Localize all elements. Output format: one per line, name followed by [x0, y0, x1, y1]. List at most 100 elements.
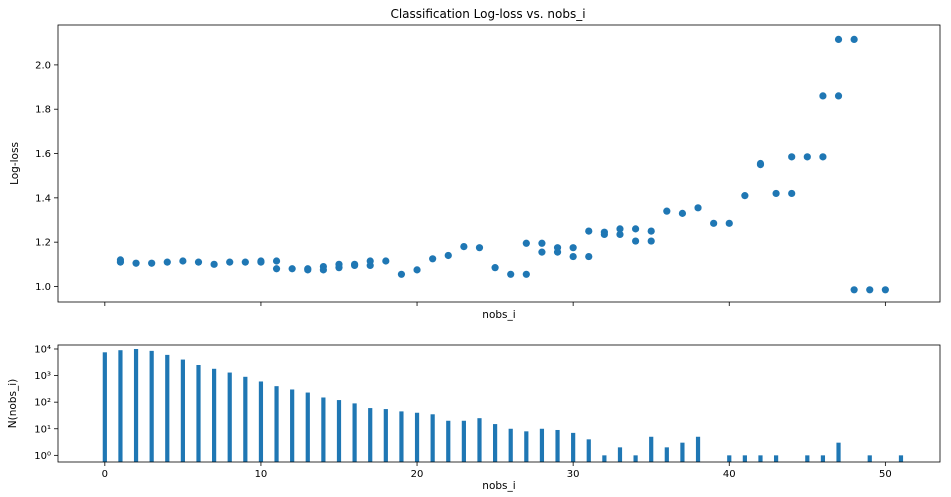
- scatter-point: [694, 204, 702, 212]
- y-tick-label: 1.2: [35, 238, 51, 249]
- histogram-bar: [118, 350, 123, 462]
- x-axis-label: nobs_i: [482, 480, 515, 492]
- scatter-point: [819, 153, 827, 161]
- scatter-point: [616, 230, 624, 239]
- scatter-point: [194, 258, 203, 266]
- scatter-point: [226, 258, 234, 266]
- histogram-subplot: 10⁰ 10¹ 10² 10³ 10⁴ 0 10 20 30 40 50 nobs_i N(nob…: [7, 344, 941, 492]
- histogram-bars: [102, 348, 904, 462]
- histogram-bar: [305, 392, 310, 462]
- histogram-bar: [805, 455, 810, 462]
- scatter-point: [335, 264, 343, 272]
- y-tick-label: 1.6: [35, 149, 51, 160]
- scatter-point: [444, 251, 452, 260]
- histogram-bar: [633, 455, 638, 462]
- histogram-bar: [586, 439, 591, 462]
- histogram-bar: [773, 455, 779, 462]
- scatter-point: [366, 261, 374, 270]
- histogram-bar: [680, 442, 685, 462]
- histogram-bar: [258, 381, 264, 462]
- scatter-point: [819, 92, 827, 100]
- scatter-point: [569, 244, 577, 252]
- histogram-bar: [414, 412, 420, 462]
- plot-frame: [57, 344, 941, 463]
- histogram-bar: [430, 414, 435, 462]
- histogram-bar: [508, 428, 513, 462]
- y-tick-label: 10¹: [34, 424, 51, 435]
- y-tick-label: 10⁰: [34, 451, 51, 462]
- x-tick-label: 30: [567, 469, 580, 480]
- scatter-point: [210, 260, 218, 268]
- x-tick-label: 0: [102, 469, 108, 480]
- histogram-bar: [102, 352, 107, 462]
- x-axis-ticks: 0 10 20 30 40 50: [102, 462, 892, 480]
- scatter-point: [834, 92, 843, 100]
- scatter-point: [132, 259, 140, 267]
- histogram-bar: [165, 354, 170, 462]
- y-tick-label: 10³: [34, 371, 51, 382]
- histogram-bar: [571, 432, 576, 462]
- x-tick-label: 50: [879, 469, 892, 480]
- scatter-point: [803, 153, 811, 161]
- scatter-point: [288, 265, 296, 273]
- scatter-point: [429, 255, 437, 263]
- histogram-bar: [492, 424, 498, 462]
- scatter-point: [304, 265, 312, 273]
- histogram-bar: [461, 420, 466, 462]
- histogram-bar: [212, 368, 217, 462]
- scatter-point: [647, 237, 655, 245]
- x-tick-label: 20: [411, 469, 424, 480]
- histogram-bar: [617, 447, 623, 462]
- scatter-point: [257, 258, 265, 266]
- scatter-point: [788, 153, 796, 161]
- histogram-bar: [352, 403, 357, 462]
- scatter-point: [741, 192, 749, 200]
- x-axis-label: nobs_i: [482, 309, 515, 321]
- scatter-point: [351, 261, 359, 270]
- histogram-bar: [243, 376, 248, 462]
- scatter-point: [272, 257, 281, 265]
- x-tick-label: 40: [723, 469, 736, 480]
- scatter-point: [850, 35, 858, 44]
- scatter-point: [600, 230, 608, 239]
- scatter-point: [553, 248, 562, 256]
- histogram-bar: [758, 455, 763, 462]
- scatter-point: [788, 189, 796, 198]
- scatter-point: [850, 286, 858, 294]
- scatter-point: [319, 266, 327, 274]
- histogram-bar: [524, 431, 529, 462]
- scatter-point: [475, 244, 484, 252]
- x-axis-ticks: [104, 302, 886, 306]
- histogram-bar: [399, 411, 404, 462]
- y-axis-ticks: 1.0 1.2 1.4 1.6 1.8 2.0: [35, 60, 58, 293]
- histogram-bar: [196, 364, 201, 462]
- scatter-point: [116, 258, 125, 266]
- x-tick-label: 10: [255, 469, 268, 480]
- histogram-bar: [446, 420, 451, 462]
- y-axis-label: N(nobs_i): [7, 379, 19, 428]
- scatter-point: [631, 225, 640, 233]
- histogram-bar: [133, 348, 139, 462]
- histogram-bar: [336, 400, 342, 462]
- y-tick-label: 10⁴: [34, 344, 51, 355]
- scatter-point: [272, 265, 281, 273]
- scatter-point: [179, 257, 187, 265]
- scatter-point: [756, 161, 765, 169]
- scatter-point: [538, 239, 546, 247]
- plot-frame: [57, 24, 941, 303]
- histogram-bar: [321, 397, 326, 462]
- scatter-point: [881, 286, 889, 294]
- scatter-point: [507, 270, 515, 278]
- scatter-point: [585, 252, 593, 261]
- histogram-bar: [368, 408, 373, 462]
- scatter-point: [382, 257, 390, 265]
- scatter-subplot: Classification Log-loss vs. nobs_i 1.01.…: [9, 7, 941, 321]
- scatter-point: [460, 243, 468, 251]
- scatter-point: [772, 189, 780, 198]
- scatter-point: [397, 270, 406, 278]
- histogram-bar: [898, 455, 904, 462]
- scatter-point: [522, 239, 530, 247]
- scatter-point: [866, 286, 874, 294]
- scatter-point: [663, 207, 671, 215]
